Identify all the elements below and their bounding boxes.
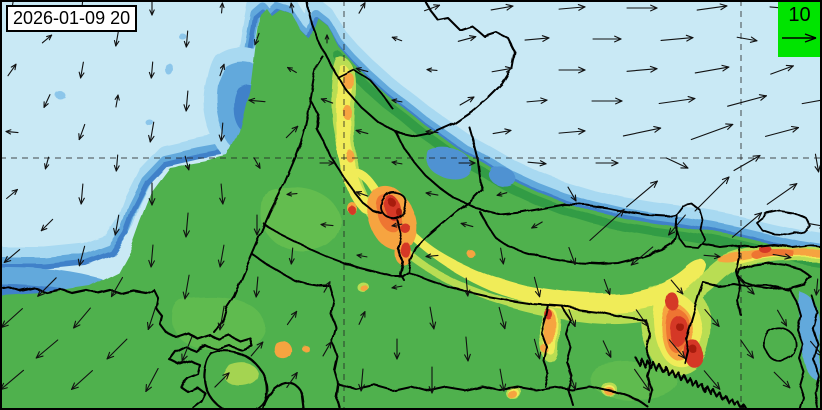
- region-orange-spot-363: [359, 284, 367, 290]
- border-delhi-nct: [380, 190, 408, 220]
- region-orange-gujarat-2: [301, 345, 309, 351]
- border-nepal-junction-down: [407, 189, 483, 273]
- region-dot-blue-1: [54, 90, 64, 98]
- region-darkred-delhi-1: [389, 199, 396, 207]
- region-red-delhi-1: [385, 196, 401, 221]
- region-dot-blue-3: [179, 34, 187, 40]
- border-khambhat-coast: [261, 381, 305, 410]
- reference-wind-arrow-icon: [782, 33, 817, 43]
- border-nepal-south: [479, 211, 677, 265]
- region-orange-gujarat: [273, 340, 292, 359]
- region-orange-spot-singrauli: [543, 308, 555, 346]
- region-red-delhi-2: [400, 223, 410, 233]
- region-orange-up-1: [466, 249, 474, 257]
- border-meghalaya: [737, 262, 811, 290]
- border-kutch-coast: [164, 330, 254, 410]
- region-red-bengal-north: [665, 292, 679, 311]
- border-chhattisgarh: [561, 305, 573, 405]
- region-red-kolkata-2: [684, 340, 704, 368]
- border-nepal-north: [475, 203, 677, 217]
- region-yellowgreen-gujarat: [223, 362, 259, 386]
- border-bhutan: [755, 210, 811, 236]
- border-makran-coast: [0, 285, 168, 334]
- border-sikkim: [674, 203, 706, 249]
- wind-arrows-layer: [0, 0, 822, 394]
- region-red-brahmaputra: [760, 246, 772, 254]
- border-pak-border: [213, 55, 323, 333]
- border-kathiawar-coast: [203, 350, 268, 410]
- region-red-352: [348, 206, 356, 214]
- timestamp-label: 2026-01-09 20: [6, 5, 138, 32]
- region-orange-punjab-3: [346, 150, 354, 162]
- region-dot-blue-5: [166, 64, 174, 76]
- border-myanmar-border: [811, 295, 820, 409]
- region-orange-punjab-1: [342, 72, 354, 88]
- border-mp-rajasthan: [263, 223, 409, 277]
- border-jk-inner: [337, 69, 393, 109]
- region-orange-spot-6: [507, 390, 517, 398]
- region-red-kolkata-1: [669, 314, 688, 347]
- border-gujarat-mp: [329, 285, 341, 410]
- region-darkred-kolkata: [675, 322, 683, 330]
- region-red-delhi-streak: [401, 242, 411, 259]
- wind-legend: 10: [778, 2, 821, 57]
- region-darkred-kolkata-2: [690, 346, 698, 354]
- border-bangla-east: [789, 289, 805, 410]
- border-uk-west: [395, 131, 477, 209]
- border-rajasthan-gujarat: [251, 253, 331, 287]
- border-bangla-north: [702, 281, 791, 291]
- region-pocket-foothill-blue-1: [425, 145, 473, 180]
- border-singrauli-branch: [540, 304, 549, 387]
- border-jk-outer: [306, 0, 516, 137]
- border-assam-north: [702, 243, 822, 248]
- border-tripura: [762, 326, 798, 362]
- border-haryana-border: [309, 99, 382, 214]
- border-maharashtra-border: [337, 383, 649, 408]
- wind-legend-value: 10: [788, 4, 811, 26]
- region-darkred-delhi-2: [396, 208, 402, 216]
- region-pocket-foothill-blue-2: [488, 166, 516, 187]
- border-wb-jharkhand: [644, 319, 653, 403]
- border-assam-wb-vertical: [736, 244, 741, 315]
- region-dot-blue-2: [146, 120, 154, 126]
- border-sundarbans-coast: [634, 356, 748, 410]
- border-bangla-west: [685, 281, 704, 365]
- border-bihar-ganga: [407, 271, 563, 307]
- border-jharkhand-north: [561, 305, 646, 321]
- border-yamuna-border: [396, 219, 405, 281]
